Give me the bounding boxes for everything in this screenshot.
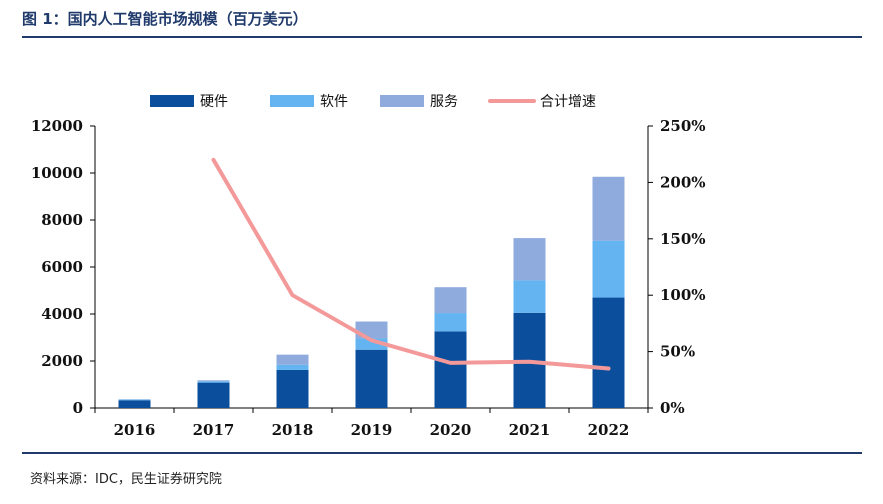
x-tick-label: 2018 xyxy=(272,421,314,439)
legend-label: 硬件 xyxy=(200,94,228,110)
source-note: 资料来源：IDC，民生证券研究院 xyxy=(30,468,222,487)
x-tick-label: 2017 xyxy=(193,421,235,439)
y-right-tick-label: 250% xyxy=(660,117,706,135)
bar-segment xyxy=(514,238,546,280)
legend-swatch xyxy=(380,95,424,107)
y-left-tick-label: 6000 xyxy=(41,258,83,276)
bar-segment xyxy=(435,287,467,313)
bar-segment xyxy=(514,280,546,312)
y-right-tick-label: 150% xyxy=(660,230,706,248)
bar-segment xyxy=(593,241,625,298)
y-right-tick-label: 100% xyxy=(660,286,706,304)
y-left-tick-label: 0 xyxy=(73,399,83,417)
y-right-tick-label: 0% xyxy=(660,399,685,417)
y-right-tick-label: 200% xyxy=(660,173,706,191)
bars xyxy=(119,177,625,408)
y-right-tick-label: 50% xyxy=(660,343,695,361)
x-tick-label: 2019 xyxy=(351,421,393,439)
y-left-tick-label: 8000 xyxy=(41,211,83,229)
bar-segment xyxy=(435,313,467,331)
bar-segment xyxy=(593,298,625,408)
bar-segment xyxy=(119,400,151,401)
x-tick-label: 2021 xyxy=(509,421,551,439)
legend-label: 服务 xyxy=(430,94,458,110)
bar-segment xyxy=(277,370,309,408)
legend: 硬件 软件 服务 合计增速 xyxy=(150,94,596,110)
legend-label: 软件 xyxy=(320,94,348,110)
y-left-tick-label: 12000 xyxy=(31,117,83,135)
y-left-tick-label: 2000 xyxy=(41,352,83,370)
legend-swatch xyxy=(150,95,194,107)
legend-label: 合计增速 xyxy=(540,94,596,110)
bar-segment xyxy=(119,400,151,408)
x-tick-label: 2016 xyxy=(114,421,156,439)
growth-line-path xyxy=(214,160,609,369)
stacked-bar-chart: 硬件 软件 服务 合计增速 0 2000 4000 6000 8000 10000 12000 0%… xyxy=(0,0,883,450)
y-left-tick-label: 10000 xyxy=(31,164,83,182)
bottom-divider xyxy=(22,452,862,454)
legend-swatch xyxy=(270,95,314,107)
bar-segment xyxy=(198,380,230,381)
bar-segment xyxy=(277,365,309,370)
bar-segment xyxy=(435,331,467,408)
bar-segment xyxy=(356,350,388,408)
bar-segment xyxy=(198,381,230,382)
bar-segment xyxy=(277,355,309,365)
bar-segment xyxy=(198,383,230,408)
growth-line xyxy=(214,160,609,369)
x-tick-label: 2020 xyxy=(430,421,472,439)
y-left-tick-label: 4000 xyxy=(41,305,83,323)
x-tick-label: 2022 xyxy=(588,421,630,439)
bar-segment xyxy=(593,177,625,241)
